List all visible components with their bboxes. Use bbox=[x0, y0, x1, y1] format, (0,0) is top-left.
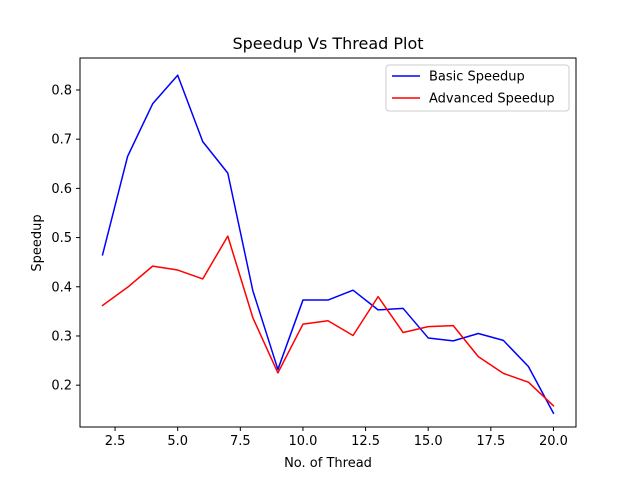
legend-label: Advanced Speedup bbox=[429, 92, 555, 107]
x-tick-label: 15.0 bbox=[414, 434, 443, 449]
y-axis-title: Speedup bbox=[30, 214, 45, 271]
y-tick-label: 0.7 bbox=[51, 133, 72, 148]
x-tick-label: 10.0 bbox=[288, 434, 317, 449]
series-line-basic-speedup bbox=[101, 74, 555, 415]
legend-box bbox=[385, 64, 570, 112]
legend-label: Basic Speedup bbox=[429, 70, 525, 85]
y-tick-label: 0.2 bbox=[51, 379, 72, 394]
x-axis-title: No. of Thread bbox=[284, 456, 372, 471]
x-tick-label: 20.0 bbox=[539, 434, 568, 449]
series-line-advanced-speedup bbox=[101, 235, 555, 407]
y-tick-label: 0.5 bbox=[51, 231, 72, 246]
plot-area bbox=[101, 74, 555, 415]
x-tick-label: 2.5 bbox=[105, 434, 126, 449]
y-tick-label: 0.4 bbox=[51, 280, 72, 295]
plot-frame bbox=[79, 57, 577, 428]
chart-title: Speedup Vs Thread Plot bbox=[232, 34, 423, 53]
x-tick-label: 5.0 bbox=[167, 434, 188, 449]
y-tick-label: 0.8 bbox=[51, 83, 72, 98]
x-tick-label: 7.5 bbox=[230, 434, 251, 449]
y-tick-label: 0.6 bbox=[51, 182, 72, 197]
y-tick-label: 0.3 bbox=[51, 329, 72, 344]
x-tick-label: 12.5 bbox=[351, 434, 380, 449]
x-tick-label: 17.5 bbox=[476, 434, 505, 449]
legend: Basic Speedup Advanced Speedup bbox=[385, 64, 570, 112]
